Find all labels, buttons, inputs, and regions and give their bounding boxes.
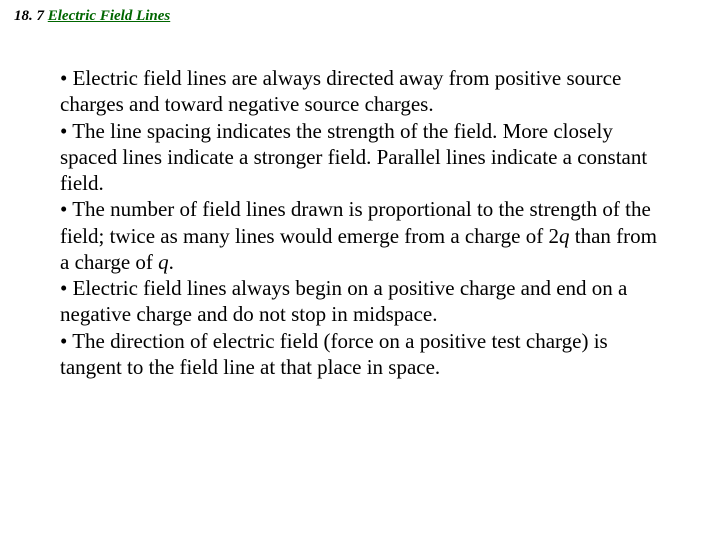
bullet-item: • Electric field lines always begin on a… xyxy=(60,275,660,328)
bullet-text-c: . xyxy=(169,250,174,274)
bullet-text: The line spacing indicates the strength … xyxy=(60,119,647,196)
bullet-marker: • xyxy=(60,66,73,90)
bullet-item: • The line spacing indicates the strengt… xyxy=(60,118,660,197)
bullet-item: • Electric field lines are always direct… xyxy=(60,65,660,118)
section-title: Electric Field Lines xyxy=(48,8,170,24)
variable-q: q xyxy=(158,250,169,274)
section-number: 18. 7 xyxy=(14,8,48,24)
slide-header: 18. 7 Electric Field Lines xyxy=(0,0,720,25)
variable-q: q xyxy=(559,224,570,248)
bullet-marker: • xyxy=(60,197,72,221)
bullet-item: • The number of field lines drawn is pro… xyxy=(60,196,660,275)
bullet-text: Electric field lines always begin on a p… xyxy=(60,276,627,326)
slide-body: • Electric field lines are always direct… xyxy=(0,25,720,380)
bullet-marker: • xyxy=(60,276,73,300)
bullet-text: The direction of electric field (force o… xyxy=(60,329,608,379)
bullet-text: Electric field lines are always directed… xyxy=(60,66,621,116)
bullet-marker: • xyxy=(60,329,72,353)
bullet-item: • The direction of electric field (force… xyxy=(60,328,660,381)
bullet-marker: • xyxy=(60,119,72,143)
